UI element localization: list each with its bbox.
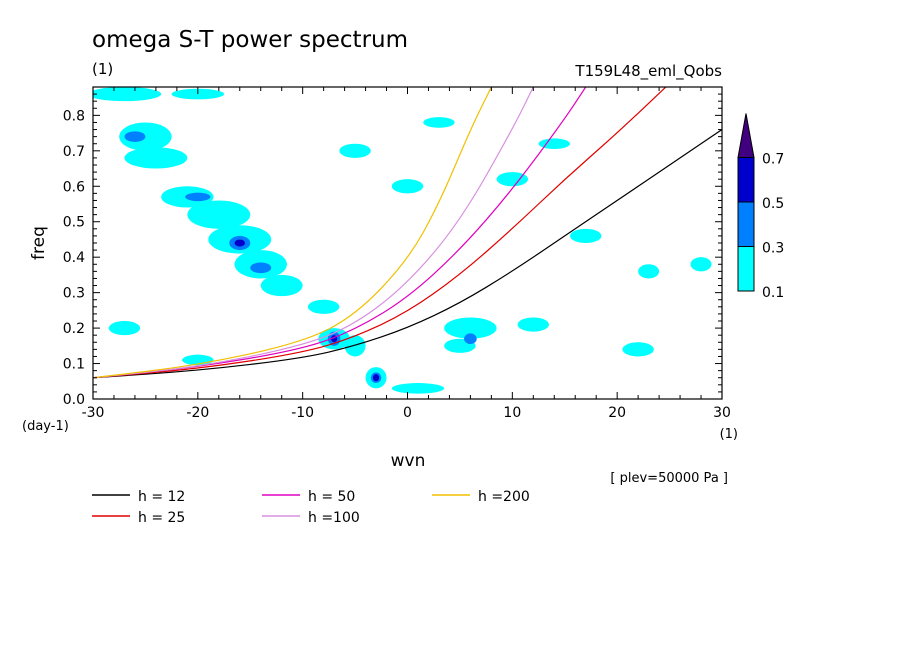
contour-patch	[171, 88, 225, 100]
colorbar-label: 0.7	[762, 152, 784, 168]
contour-patch	[569, 228, 602, 243]
chart-subtitle: (1)	[92, 60, 113, 78]
x-tick-label: -20	[186, 405, 209, 421]
experiment-label: T159L48_eml_Qobs	[574, 62, 722, 81]
y-tick-label: 0.3	[63, 286, 85, 302]
contour-patch	[391, 179, 424, 194]
y-unit-label: (day-1)	[22, 419, 69, 434]
colorbar-label: 0.5	[762, 196, 784, 212]
y-tick-label: 0.8	[63, 108, 85, 124]
contour-patch	[124, 147, 188, 169]
y-tick-label: 0.7	[63, 144, 85, 160]
dispersion-curves	[93, 87, 722, 379]
y-tick-label: 0.1	[63, 357, 85, 373]
colorbar-extension	[737, 113, 755, 158]
y-tick-label: 0.0	[63, 392, 85, 408]
contour-fill-layer	[93, 87, 712, 394]
contour-patch	[185, 192, 211, 202]
colorbar-label: 0.1	[762, 285, 784, 301]
colorbar-segment	[737, 246, 755, 292]
colorbar-segment	[737, 201, 755, 247]
x-tick-label: 0	[403, 405, 412, 421]
curve-h-25	[93, 87, 667, 379]
x-axis-label: wvn	[391, 451, 426, 471]
colorbar-label: 0.3	[762, 241, 784, 257]
y-axis-label: freq	[29, 226, 49, 260]
contour-patch	[108, 321, 141, 336]
legend-label: h = 12	[138, 489, 185, 505]
contour-patch	[372, 374, 380, 382]
contour-patch	[391, 383, 445, 394]
contour-patch	[517, 317, 550, 332]
x-unit-label: (1)	[720, 427, 738, 442]
legend-label: h =100	[308, 510, 360, 526]
contour-patch	[538, 138, 570, 150]
y-axis: 0.0 0.1 0.2 0.3 0.4 0.5 0.6 0.7 0.8	[63, 86, 722, 408]
contour-patch	[124, 131, 146, 142]
y-tick-label: 0.2	[63, 321, 85, 337]
legend-label: h = 50	[308, 489, 355, 505]
x-tick-label: 30	[713, 405, 731, 421]
contour-patch	[339, 143, 371, 158]
curve-h-200	[93, 87, 492, 379]
contour-patch	[187, 200, 251, 229]
contour-patch	[690, 257, 712, 272]
contour-patch	[344, 335, 366, 357]
colorbar-segment	[737, 157, 755, 203]
y-tick-label: 0.4	[63, 250, 85, 266]
contour-patch	[622, 342, 654, 357]
contour-patch	[234, 239, 246, 247]
chart-title: omega S-T power spectrum	[92, 27, 408, 53]
x-tick-label: 20	[608, 405, 626, 421]
contour-patch	[260, 274, 303, 297]
contour-patch	[307, 299, 340, 314]
y-tick-label: 0.6	[63, 179, 85, 195]
contour-patch	[250, 262, 272, 274]
x-tick-label: 10	[503, 405, 521, 421]
x-tick-label: -10	[291, 405, 314, 421]
contour-patch	[444, 317, 497, 339]
legend-label: h = 25	[138, 510, 185, 526]
contour-patch	[423, 117, 455, 128]
x-axis: -30 -20 -10 0 10 20 30	[82, 87, 731, 421]
contour-patch	[119, 122, 172, 151]
contour-patch	[93, 87, 162, 102]
contour-patch	[496, 172, 529, 187]
y-tick-label: 0.5	[63, 215, 85, 231]
plev-note: [ plev=50000 Pa ]	[610, 471, 728, 486]
contour-patch	[464, 333, 477, 345]
contour-patch	[638, 264, 660, 279]
x-tick-label: -30	[82, 405, 105, 421]
curve-h-12	[93, 129, 722, 379]
curve-h-100	[93, 87, 534, 379]
colorbar: 0.1 0.3 0.5 0.7	[737, 113, 784, 301]
legend-label: h =200	[478, 489, 530, 505]
plot-area	[92, 86, 723, 400]
legend: h = 12 h = 25 h = 50 h =100 h =200	[92, 489, 530, 526]
